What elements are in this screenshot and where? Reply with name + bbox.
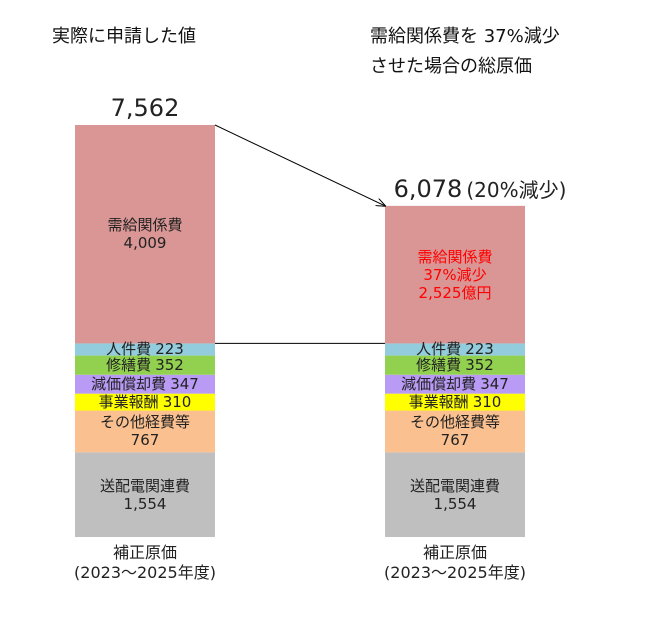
segment-label: 送配電関連費 1,554 (408, 477, 502, 513)
segment-name: 事業報酬 (98, 393, 159, 412)
segment-name: 修繕費 (416, 356, 462, 375)
segment-name: 減価償却費 (401, 375, 477, 394)
category-label: 補正原価 (2023～2025年度) (74, 543, 216, 582)
segment-value: 1,554 (123, 494, 167, 513)
segment-note: 37%減少 (423, 265, 487, 284)
total-value: 7,562 (110, 94, 180, 122)
bar-segment (75, 393, 215, 411)
bar-segment (75, 452, 215, 537)
total-value: 6,078 (393, 174, 463, 203)
segment-label: 事業報酬 310 (407, 393, 504, 411)
segment-name: 人件費 (416, 340, 462, 359)
segment-value: 223 (155, 340, 184, 359)
segment-name: 需給関係費 (417, 247, 493, 266)
segment-name: 送配電関連費 (409, 476, 501, 495)
segment-value: 1,554 (433, 494, 477, 513)
segment-label: 人件費 223 (104, 340, 186, 358)
segment-value: 223 (465, 340, 494, 359)
segment-label: 需給関係費 4,009 (105, 216, 184, 252)
segment-value: 347 (170, 375, 199, 394)
segment-label: 減価償却費 347 (89, 375, 201, 393)
segment-value: 767 (440, 431, 470, 450)
segment-label: 修繕費 352 (104, 356, 186, 374)
segment-name: 送配電関連費 (99, 476, 191, 495)
segment-name: 事業報酬 (408, 393, 469, 412)
segment-label: 人件費 223 (414, 340, 496, 358)
segment-name: その他経費等 (409, 413, 501, 432)
segment-name: 需給関係費 (107, 216, 183, 235)
bar-segment (385, 374, 525, 394)
segment-name: 人件費 (106, 340, 152, 359)
segment-value: 347 (480, 375, 509, 394)
segment-label: 需給関係費 37%減少 2,525億円 (415, 248, 494, 302)
arrow (214, 124, 385, 206)
bar-segment (75, 125, 215, 344)
segment-value: 352 (155, 356, 184, 375)
bar-segment (75, 410, 215, 453)
segment-value: 310 (162, 393, 192, 412)
segment-value: 2,525億円 (418, 283, 492, 302)
total-label: 6,078 (20%減少) (394, 174, 567, 204)
title: 需給関係費を 37%減少 させた場合の総原価 (370, 26, 560, 77)
segment-label: 送配電関連費 1,554 (98, 477, 192, 513)
total-label: 7,562 (111, 93, 180, 123)
bar-segment (385, 452, 525, 537)
bar-segment (75, 374, 215, 394)
category-label: 補正原価 (2023～2025年度) (384, 543, 526, 582)
bar-segment (385, 343, 525, 356)
bar-segment (75, 355, 215, 375)
segment-label: その他経費等 767 (98, 413, 192, 449)
segment-label: 事業報酬 310 (97, 393, 194, 411)
title: 実際に申請した値 (52, 26, 196, 47)
segment-name: その他経費等 (99, 413, 191, 432)
segment-value: 767 (130, 431, 160, 450)
bar-segment (385, 393, 525, 411)
segment-label: 修繕費 352 (414, 356, 496, 374)
segment-label: その他経費等 767 (408, 413, 502, 449)
segment-label: 減価償却費 347 (399, 375, 511, 393)
segment-value: 310 (472, 393, 502, 412)
segment-name: 修繕費 (106, 356, 152, 375)
segment-value: 4,009 (123, 234, 167, 253)
total-note: (20%減少) (466, 177, 567, 202)
bar-segment (75, 343, 215, 356)
bar-segment (385, 410, 525, 453)
bar-segment (385, 355, 525, 375)
bar-segment (385, 205, 525, 344)
segment-value: 352 (465, 356, 494, 375)
segment-name: 減価償却費 (91, 375, 167, 394)
